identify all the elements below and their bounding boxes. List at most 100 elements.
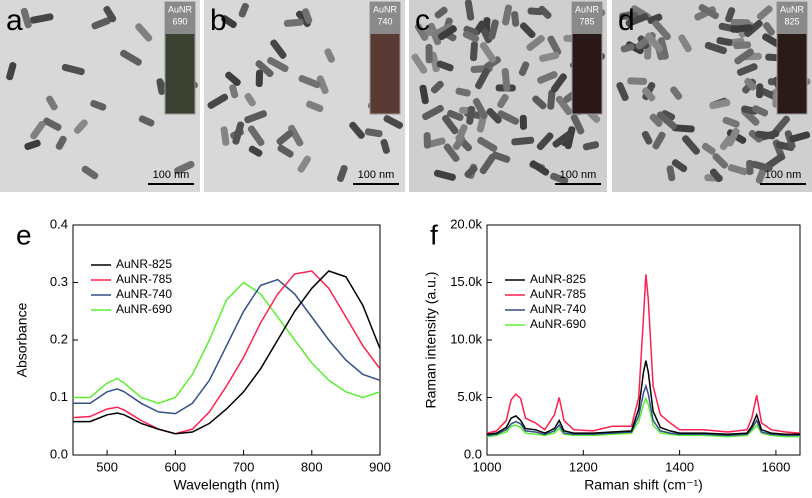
x-tick-label: 1000: [473, 459, 502, 474]
nanorod: [550, 73, 567, 93]
nanorod: [734, 48, 755, 65]
nanorod: [247, 125, 265, 147]
nanorod: [411, 53, 428, 74]
panel-label: d: [618, 4, 635, 37]
nanorod: [306, 100, 324, 113]
nanorod: [518, 61, 530, 76]
nanorod: [736, 63, 758, 76]
x-tick-label: 1200: [569, 459, 598, 474]
nanorod: [316, 75, 329, 95]
nanorod: [232, 121, 245, 145]
nanorod: [43, 117, 62, 131]
nanorod: [267, 56, 289, 73]
nanorod: [479, 153, 496, 175]
nanorod: [641, 130, 653, 145]
nanorod: [221, 15, 237, 29]
nanorod: [276, 130, 294, 146]
nanorod: [103, 5, 117, 23]
x-axis-label: Raman shift (cm⁻¹): [584, 477, 703, 493]
nanorod: [750, 160, 773, 172]
legend-label: AuNR-825: [116, 257, 172, 271]
nanorod: [438, 25, 457, 41]
nanorod: [701, 142, 716, 155]
nanorod: [511, 11, 520, 27]
nanorod: [46, 95, 58, 111]
nanorod: [670, 86, 683, 100]
nanorod: [229, 84, 239, 99]
y-axis-label: Raman intensity (a.u.): [423, 272, 439, 409]
y-tick-label: 0.4: [50, 216, 68, 231]
nanorod: [427, 137, 446, 148]
nanorod: [727, 164, 748, 176]
series-line: [73, 281, 380, 405]
series-line: [487, 274, 800, 434]
nanorod: [730, 19, 751, 27]
nanorod: [744, 19, 763, 37]
panel-label: f: [430, 219, 438, 250]
scale-label: 100 nm: [358, 169, 395, 181]
nanorod: [238, 2, 249, 18]
nanorod: [298, 75, 321, 89]
nanorod: [704, 41, 727, 55]
nanorod: [488, 19, 499, 40]
nanorod: [536, 132, 554, 151]
nanorod: [288, 124, 304, 147]
nanorod: [519, 22, 536, 39]
nanorod: [90, 100, 107, 111]
nanorod: [483, 56, 501, 70]
nanorod: [526, 34, 545, 52]
nanorod: [733, 41, 752, 50]
nanorod: [491, 151, 511, 163]
nanorod: [678, 34, 692, 53]
nanorod: [511, 136, 535, 146]
nanorod: [349, 121, 365, 139]
nanorod: [547, 89, 556, 110]
plot-frame: [486, 224, 801, 456]
nanorod: [470, 41, 478, 62]
y-tick-label: 0.3: [50, 274, 68, 289]
nanorod: [24, 139, 41, 151]
nanorod: [20, 7, 32, 29]
scale-label: 100 nm: [765, 169, 802, 181]
y-tick-label: 0.2: [50, 331, 68, 346]
nanorod: [620, 43, 635, 53]
nanorod: [91, 17, 111, 30]
nanorod: [744, 77, 757, 91]
nanorod: [244, 110, 267, 124]
nanorod: [547, 35, 562, 56]
nanorod: [763, 22, 775, 36]
nanorod: [255, 60, 274, 78]
series-line: [73, 270, 380, 435]
nanorod: [425, 43, 433, 64]
nanorod: [755, 130, 776, 140]
series-line: [73, 270, 380, 435]
scale-label: 100 nm: [153, 169, 190, 181]
nanorod: [789, 131, 811, 143]
x-tick-label: 800: [301, 459, 323, 474]
x-tick-label: 700: [233, 459, 255, 474]
nanorod: [475, 68, 490, 90]
nanorod: [716, 37, 733, 46]
legend-label: AuNR-690: [116, 302, 172, 316]
nanorod: [446, 109, 464, 121]
y-tick-label: 0.1: [50, 389, 68, 404]
y-tick-label: 20.0k: [450, 216, 482, 231]
nanorod: [625, 13, 649, 27]
nanorod: [652, 20, 671, 41]
nanorod: [532, 95, 547, 110]
nanorod: [29, 13, 54, 24]
nanorod: [537, 71, 558, 84]
nanorod: [156, 78, 166, 95]
vial-cap: [777, 2, 807, 34]
nanorod: [462, 30, 480, 43]
nanorod: [436, 60, 454, 72]
vial-cap: [370, 2, 400, 34]
nanorod: [502, 4, 513, 26]
nanorod: [756, 5, 773, 21]
nanorod: [652, 131, 666, 150]
nanorod: [552, 131, 571, 148]
nanorod: [138, 115, 155, 127]
series-line: [487, 360, 800, 436]
nanorod: [722, 116, 740, 128]
nanorod: [645, 32, 664, 53]
